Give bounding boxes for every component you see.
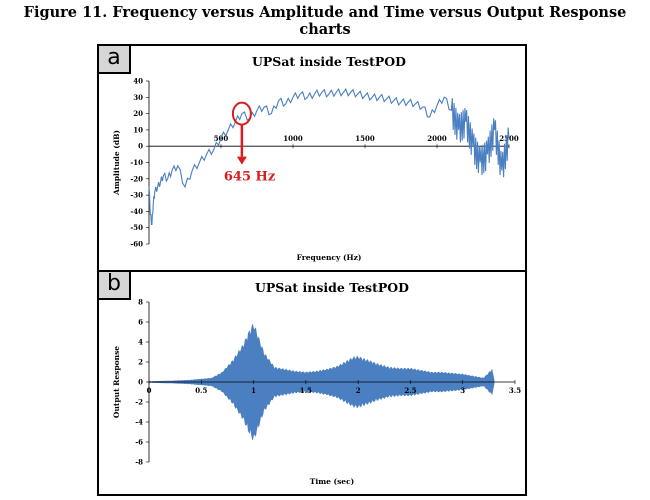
chart-a-y-tick-label: -40 <box>130 207 143 216</box>
chart-b-y-tick-label: -2 <box>135 398 143 407</box>
chart-a-y-axis-label: Amplitude (dB) <box>112 130 121 196</box>
chart-b-x-tick-label: 3.5 <box>509 386 521 395</box>
chart-b-x-tick-label: 2.5 <box>404 386 416 395</box>
chart-b-x-tick-label: 0 <box>147 386 152 395</box>
chart-a-series-line <box>148 88 510 225</box>
chart-b-canvas: UPSat inside TestPOD 8 6 4 2 0 -2 -4 -6 -8 0 0.5 1 1.… <box>112 280 521 486</box>
chart-a-y-tick-label: 0 <box>138 142 143 151</box>
chart-a-y-tick-label: 30 <box>133 93 143 102</box>
chart-a-y-tick-label: 20 <box>133 109 143 118</box>
chart-b-y-tick-label: 4 <box>138 338 143 347</box>
chart-b-y-tick-label: 0 <box>138 378 143 387</box>
chart-b-y-tick-label: -6 <box>135 438 143 447</box>
chart-b-title: UPSat inside TestPOD <box>255 280 409 295</box>
chart-b-x-tick-label: 3 <box>460 386 465 395</box>
chart-b-y-tick-label: -4 <box>135 418 143 427</box>
chart-a-x-tick-label: 1000 <box>283 134 303 143</box>
chart-a-y-tick-label: -20 <box>130 174 143 183</box>
chart-a-annotation-arrowhead <box>236 156 247 165</box>
chart-b-y-tick-label: 8 <box>138 298 143 307</box>
chart-panel-b: b UPSat inside TestPOD 8 6 4 2 0 -2 -4 -6 -8 0 0.5 1… <box>97 270 527 496</box>
panel-label-b: b <box>99 272 131 300</box>
chart-a-y-tick-label: 10 <box>133 125 143 134</box>
chart-a-title: UPSat inside TestPOD <box>252 54 406 69</box>
chart-b-x-tick-label: 1 <box>251 386 256 395</box>
chart-a-y-tick-label: -10 <box>130 158 143 167</box>
figure-title: Figure 11. Frequency versus Amplitude an… <box>23 4 627 38</box>
chart-a-y-tick-label: -60 <box>130 240 143 249</box>
chart-a-y-tick-label: -50 <box>130 223 143 232</box>
chart-b-x-tick-label: 1.5 <box>300 386 312 395</box>
chart-a-x-tick-label: 2000 <box>427 134 447 143</box>
chart-a-annotation-label: 645 Hz <box>224 170 275 185</box>
chart-a-x-tick-label: 2500 <box>499 134 519 143</box>
chart-b-y-tick-label: -8 <box>135 458 143 467</box>
chart-a-canvas: UPSat inside TestPOD 40 30 20 10 0 -10 -20 -30 -4… <box>112 54 519 262</box>
chart-b-x-tick-label: 2 <box>356 386 361 395</box>
chart-b-y-tick-label: 2 <box>138 358 143 367</box>
panel-label-a: a <box>99 46 131 74</box>
chart-panel-a: a UPSat inside TestPOD 40 30 20 10 0 -10 -20 -30… <box>97 44 527 272</box>
chart-a-y-tick-label: 40 <box>133 77 143 86</box>
chart-a-x-tick-label: 1500 <box>355 134 375 143</box>
chart-b-x-tick-label: 0.5 <box>195 386 207 395</box>
chart-b-y-tick-label: 6 <box>138 318 143 327</box>
chart-b-y-axis-label: Output Response <box>112 346 121 418</box>
chart-a-x-axis-label: Frequency (Hz) <box>297 253 362 262</box>
chart-a-y-tick-label: -30 <box>130 191 143 200</box>
chart-b-x-axis-label: Time (sec) <box>310 477 354 486</box>
